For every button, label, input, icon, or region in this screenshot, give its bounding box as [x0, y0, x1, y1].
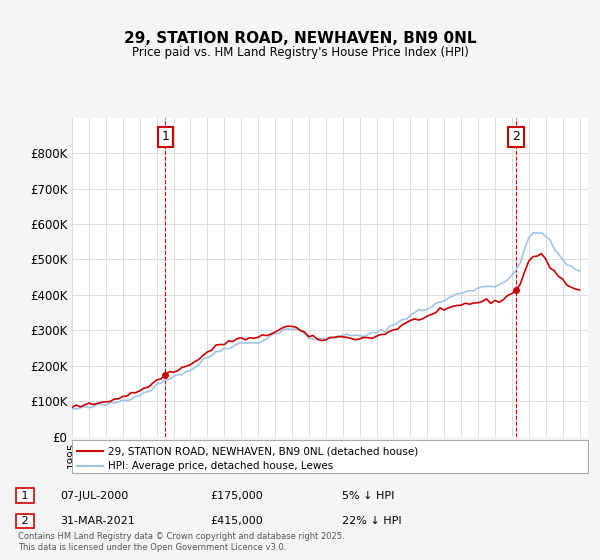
- Text: Contains HM Land Registry data © Crown copyright and database right 2025.
This d: Contains HM Land Registry data © Crown c…: [18, 532, 344, 552]
- Text: 29, STATION ROAD, NEWHAVEN, BN9 0NL (detached house): 29, STATION ROAD, NEWHAVEN, BN9 0NL (det…: [108, 446, 418, 456]
- Text: £175,000: £175,000: [210, 491, 263, 501]
- Text: Price paid vs. HM Land Registry's House Price Index (HPI): Price paid vs. HM Land Registry's House …: [131, 46, 469, 59]
- Text: 1: 1: [18, 491, 32, 501]
- Text: 1: 1: [161, 130, 169, 143]
- Text: 5% ↓ HPI: 5% ↓ HPI: [342, 491, 394, 501]
- Text: 2: 2: [512, 130, 520, 143]
- Text: 22% ↓ HPI: 22% ↓ HPI: [342, 516, 401, 526]
- Text: HPI: Average price, detached house, Lewes: HPI: Average price, detached house, Lewe…: [108, 461, 334, 472]
- Text: 29, STATION ROAD, NEWHAVEN, BN9 0NL: 29, STATION ROAD, NEWHAVEN, BN9 0NL: [124, 31, 476, 46]
- Text: £415,000: £415,000: [210, 516, 263, 526]
- Text: 2: 2: [18, 516, 32, 526]
- Text: 07-JUL-2000: 07-JUL-2000: [60, 491, 128, 501]
- Text: 31-MAR-2021: 31-MAR-2021: [60, 516, 135, 526]
